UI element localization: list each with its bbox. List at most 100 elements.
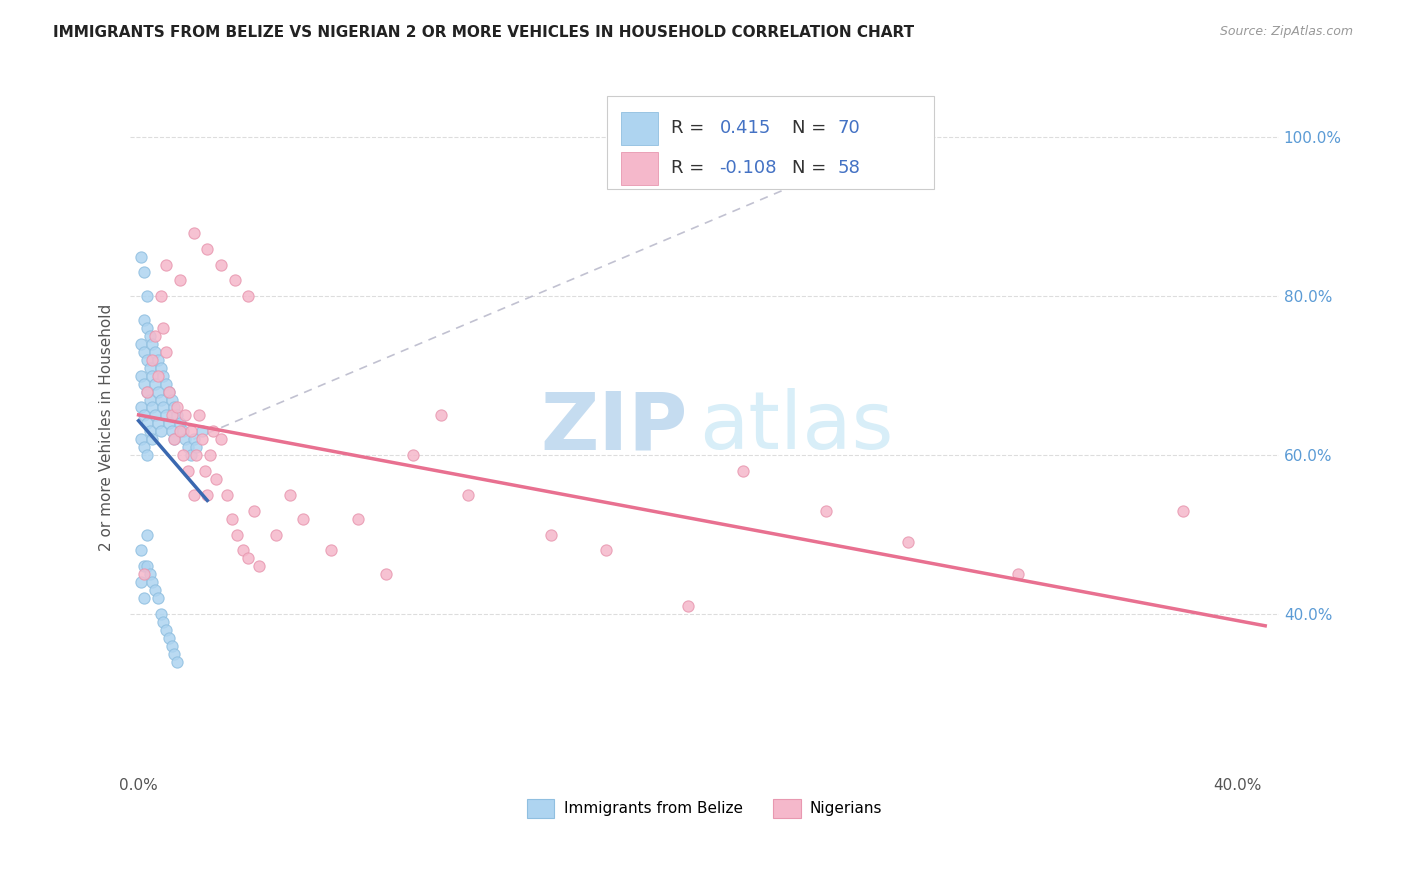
Point: [138, 425, 160, 439]
Point: [191, 432, 214, 446]
Point: [132, 344, 155, 359]
Point: [149, 392, 172, 407]
Point: [814, 504, 837, 518]
Point: [897, 535, 920, 549]
Point: [1171, 504, 1194, 518]
Point: [157, 417, 180, 431]
Point: [149, 425, 172, 439]
Point: [143, 376, 166, 391]
Point: [374, 567, 396, 582]
Point: [157, 384, 180, 399]
Point: [143, 344, 166, 359]
Point: [149, 360, 172, 375]
Point: [143, 329, 166, 343]
Point: [131, 575, 153, 590]
Point: [174, 409, 197, 423]
Point: [141, 432, 163, 446]
Point: [232, 543, 254, 558]
Point: [160, 392, 183, 407]
Point: [1007, 567, 1029, 582]
Text: atlas: atlas: [699, 388, 893, 467]
Point: [131, 543, 153, 558]
Point: [186, 440, 208, 454]
Point: [146, 591, 169, 605]
Point: [540, 527, 562, 541]
Point: [177, 464, 200, 478]
Text: R =: R =: [671, 160, 710, 178]
Point: [138, 567, 160, 582]
Point: [157, 631, 180, 645]
Point: [204, 472, 226, 486]
Point: [141, 352, 163, 367]
FancyBboxPatch shape: [621, 152, 658, 185]
Point: [160, 639, 183, 653]
Point: [146, 368, 169, 383]
Point: [132, 376, 155, 391]
Point: [188, 409, 211, 423]
Point: [264, 527, 287, 541]
Point: [135, 384, 157, 399]
Point: [174, 432, 197, 446]
Point: [132, 559, 155, 574]
Point: [149, 607, 172, 621]
Point: [172, 448, 194, 462]
Point: [595, 543, 617, 558]
Point: [183, 488, 205, 502]
Point: [180, 425, 202, 439]
Point: [278, 488, 301, 502]
Point: [138, 360, 160, 375]
Point: [141, 337, 163, 351]
Point: [143, 583, 166, 598]
Point: [169, 425, 191, 439]
Point: [166, 409, 188, 423]
Point: [135, 417, 157, 431]
Point: [155, 409, 177, 423]
Point: [292, 511, 315, 525]
Point: [183, 226, 205, 240]
Point: [198, 448, 221, 462]
Text: ZIP: ZIP: [540, 388, 688, 467]
Point: [191, 425, 214, 439]
Point: [146, 352, 169, 367]
Point: [166, 401, 188, 415]
Point: [131, 432, 153, 446]
Point: [141, 368, 163, 383]
FancyBboxPatch shape: [607, 95, 935, 189]
Text: 70: 70: [838, 120, 860, 137]
Point: [209, 258, 232, 272]
Point: [138, 392, 160, 407]
FancyBboxPatch shape: [621, 112, 658, 145]
Point: [141, 575, 163, 590]
Point: [221, 511, 243, 525]
Point: [152, 401, 174, 415]
Point: [135, 527, 157, 541]
Point: [177, 440, 200, 454]
Point: [249, 559, 271, 574]
Point: [131, 368, 153, 383]
Point: [132, 265, 155, 279]
Point: [132, 567, 155, 582]
Point: [319, 543, 342, 558]
Point: [169, 273, 191, 287]
Point: [195, 242, 218, 256]
Point: [146, 417, 169, 431]
Point: [163, 647, 186, 661]
Point: [135, 559, 157, 574]
Point: [155, 258, 177, 272]
Point: [195, 488, 218, 502]
Point: [149, 289, 172, 303]
Point: [135, 289, 157, 303]
Point: [143, 409, 166, 423]
Point: [152, 368, 174, 383]
Text: Source: ZipAtlas.com: Source: ZipAtlas.com: [1219, 25, 1353, 38]
Point: [209, 432, 232, 446]
Point: [733, 464, 755, 478]
Point: [163, 432, 186, 446]
Point: [138, 329, 160, 343]
Point: [457, 488, 479, 502]
Point: [152, 615, 174, 629]
Point: [135, 384, 157, 399]
Text: IMMIGRANTS FROM BELIZE VS NIGERIAN 2 OR MORE VEHICLES IN HOUSEHOLD CORRELATION C: IMMIGRANTS FROM BELIZE VS NIGERIAN 2 OR …: [53, 25, 914, 40]
Point: [243, 504, 266, 518]
Point: [131, 250, 153, 264]
